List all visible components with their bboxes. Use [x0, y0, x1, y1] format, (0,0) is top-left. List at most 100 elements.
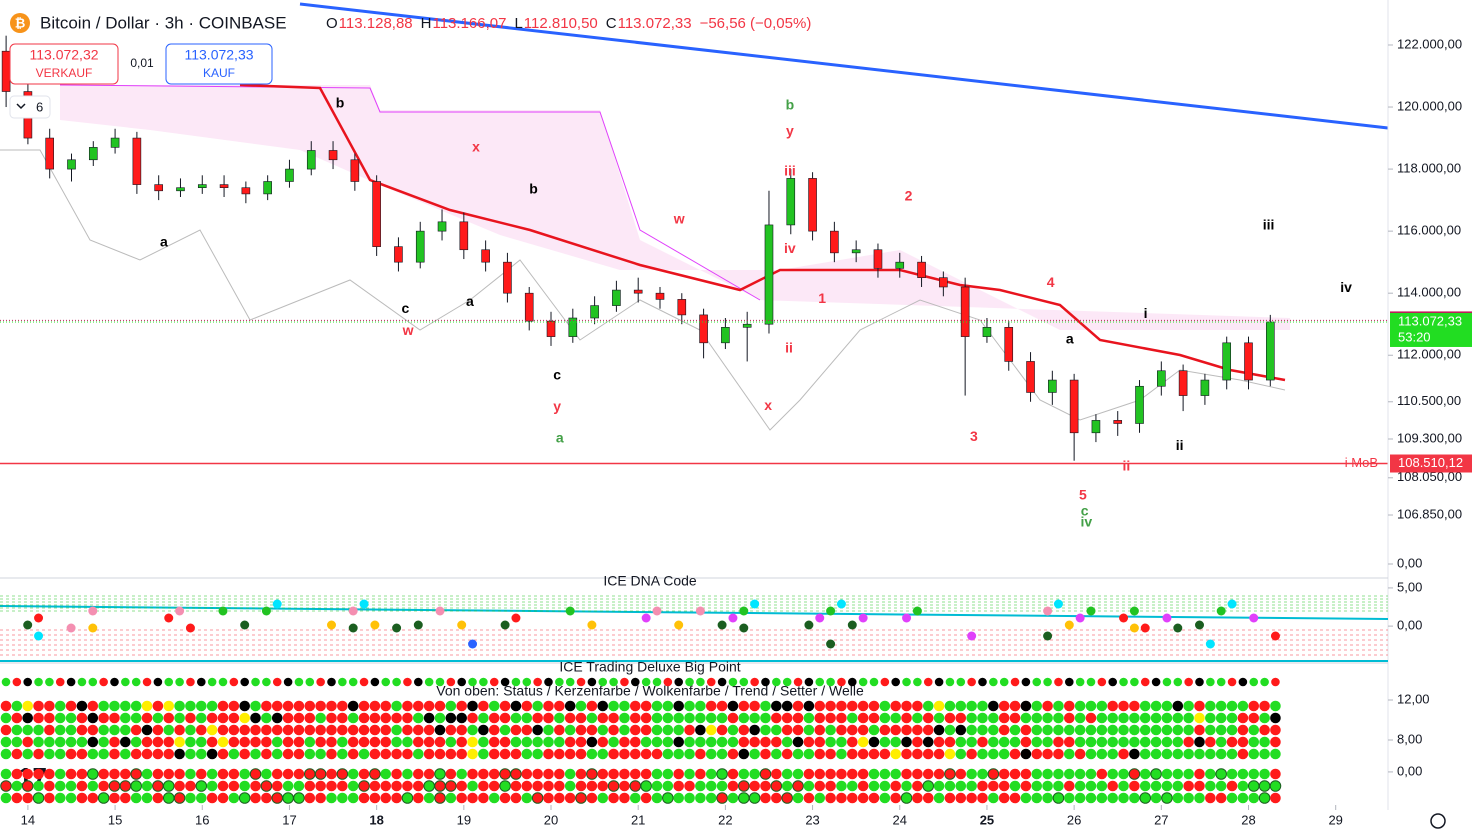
big-point-dot [1009, 748, 1021, 760]
candle-body [1091, 420, 1101, 434]
wave-dot [402, 780, 413, 792]
wave-dot [857, 792, 869, 804]
dna-dot [717, 620, 727, 630]
wave-label: a [160, 233, 168, 249]
wave-label: b [529, 180, 538, 196]
candle-body [633, 289, 643, 294]
wave-dot [662, 792, 674, 804]
dna-dot [1043, 606, 1053, 616]
big-point-dot [380, 736, 392, 748]
wave-dot [33, 780, 44, 792]
big-point-dot [814, 724, 826, 736]
status-dot [1206, 677, 1215, 687]
big-point-dot [239, 724, 250, 736]
candle-body [742, 323, 752, 328]
settings-icon[interactable] [1430, 813, 1446, 829]
big-point-dot [749, 736, 760, 748]
big-point-dot [130, 712, 142, 724]
big-point-dot [998, 712, 1010, 724]
wave-dot [98, 768, 109, 780]
big-point-dot [478, 712, 489, 724]
big-point-dot [695, 700, 706, 712]
wave-dot [857, 768, 869, 780]
wave-dot [1064, 792, 1075, 804]
big-point-dot [1226, 736, 1238, 748]
big-point-dot [912, 712, 923, 724]
big-point-dot [120, 700, 131, 712]
candle-body [110, 137, 120, 148]
big-point-dot [1237, 712, 1249, 724]
wave-dot [673, 780, 684, 792]
sell-button[interactable] [9, 43, 119, 85]
wave-dot [315, 780, 326, 792]
status-dot [1195, 677, 1204, 687]
indicator-toggle[interactable] [9, 95, 51, 119]
wave-dot [467, 768, 478, 780]
wave-dot [792, 780, 804, 792]
wave-dot [228, 768, 240, 780]
candle-body [285, 168, 294, 182]
wave-dot [630, 792, 641, 804]
big-point-dot [499, 700, 511, 712]
big-point-dot [54, 712, 66, 724]
status-dot [826, 677, 835, 687]
wave-dot [1205, 768, 1216, 780]
big-point-dot [662, 700, 674, 712]
wave-dot [890, 768, 901, 780]
wave-dot [814, 792, 826, 804]
wave-dot [238, 792, 251, 804]
candle-body [1200, 379, 1210, 396]
candle-body [960, 286, 970, 337]
dna-dot [88, 606, 98, 616]
big-point-dot [174, 724, 185, 736]
wave-dot [662, 780, 674, 792]
wave-dot [608, 792, 619, 804]
big-point-dot [282, 724, 294, 736]
status-dot [446, 677, 456, 687]
big-point-dot [1053, 712, 1064, 724]
buy-button[interactable] [165, 43, 273, 85]
big-point-dot [434, 712, 446, 724]
wave-dot [966, 768, 977, 780]
wave-label: c [402, 300, 410, 316]
big-point-dot [152, 748, 164, 760]
big-point-dot [1118, 748, 1129, 760]
big-point-dot [54, 736, 66, 748]
big-point-dot [1118, 700, 1129, 712]
wave-dot [988, 780, 999, 792]
wave-dot [54, 780, 66, 792]
big-point-dot [716, 724, 728, 736]
big-point-dot [120, 712, 131, 724]
big-point-dot [792, 712, 804, 724]
status-dot [283, 677, 293, 687]
big-point-dot [304, 712, 316, 724]
wave-dot [771, 768, 782, 780]
big-point-dot [1009, 736, 1021, 748]
wave-dot [1096, 768, 1108, 780]
wave-dot [87, 780, 99, 792]
status-dot [815, 677, 825, 687]
countdown: 53:20 [1398, 329, 1431, 344]
big-point-dot [152, 700, 164, 712]
big-point-dot [33, 736, 44, 748]
big-point-dot [65, 748, 77, 760]
status-dot [1, 677, 11, 687]
status-dot [294, 677, 304, 687]
wave-dot [413, 780, 424, 792]
status-dot [197, 677, 206, 687]
wave-label: ii [1176, 437, 1184, 453]
dna-dot [739, 623, 749, 633]
wave-dot [619, 792, 630, 804]
big-point-dot [1194, 748, 1205, 760]
dna-dot [858, 613, 868, 623]
dna-dot [34, 613, 44, 623]
wave-label: y [553, 398, 561, 414]
big-point-dot [727, 712, 739, 724]
candle-body [241, 187, 251, 195]
big-point-dot [54, 748, 66, 760]
dna-dot [175, 606, 185, 616]
x-tick-label: 28 [1241, 812, 1255, 827]
big-point-dot [1118, 736, 1129, 748]
big-point-dot [478, 748, 489, 760]
big-point-dot [1096, 748, 1108, 760]
